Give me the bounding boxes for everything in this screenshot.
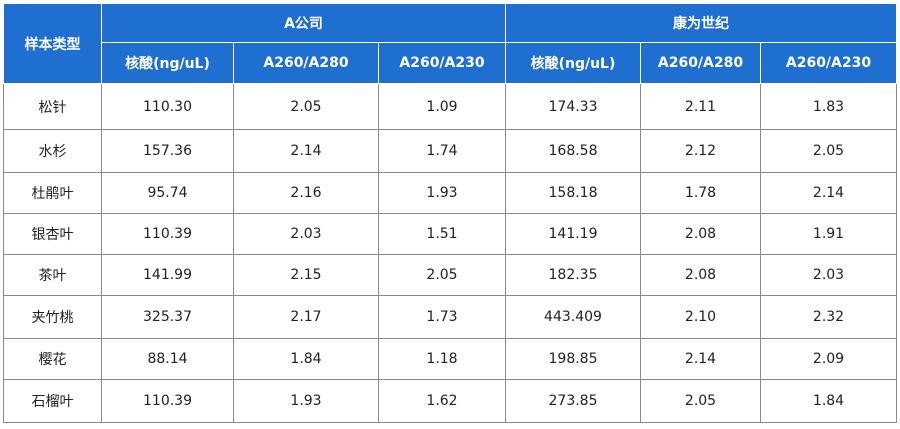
cell-k-nucleic: 198.85 xyxy=(505,338,641,380)
table-row: 夹竹桃 325.37 2.17 1.73 443.409 2.10 2.32 xyxy=(3,295,897,339)
nucleic-acid-comparison-table: 样本类型 A公司 康为世纪 核酸(ng/uL) A260/A280 A260/A… xyxy=(3,3,897,423)
cell-sample: 樱花 xyxy=(3,338,102,380)
cell-sample: 水杉 xyxy=(3,129,102,173)
cell-k-a260-a280: 2.05 xyxy=(640,379,761,423)
cell-a-nucleic: 110.30 xyxy=(101,83,234,130)
cell-sample: 茶叶 xyxy=(3,254,102,296)
cell-k-a260-a280: 2.10 xyxy=(640,295,761,339)
header-col-k-a260-a280: A260/A280 xyxy=(640,42,761,84)
cell-k-a260-a230: 2.03 xyxy=(760,254,897,296)
cell-k-nucleic: 168.58 xyxy=(505,129,641,173)
cell-a-a260-a230: 1.09 xyxy=(378,83,506,130)
table-row: 银杏叶 110.39 2.03 1.51 141.19 2.08 1.91 xyxy=(3,213,897,255)
table-row: 樱花 88.14 1.84 1.18 198.85 2.14 2.09 xyxy=(3,338,897,380)
cell-k-nucleic: 273.85 xyxy=(505,379,641,423)
cell-a-a260-a230: 1.74 xyxy=(378,129,506,173)
cell-a-a260-a280: 2.17 xyxy=(233,295,379,339)
nucleic-acid-comparison-table-container: 样本类型 A公司 康为世纪 核酸(ng/uL) A260/A280 A260/A… xyxy=(3,3,897,423)
cell-k-a260-a230: 1.91 xyxy=(760,213,897,255)
cell-k-a260-a230: 2.32 xyxy=(760,295,897,339)
cell-a-nucleic: 110.39 xyxy=(101,379,234,423)
header-group-kangwei: 康为世纪 xyxy=(505,3,897,43)
cell-k-a260-a230: 1.84 xyxy=(760,379,897,423)
cell-a-a260-a280: 2.14 xyxy=(233,129,379,173)
header-sample-type: 样本类型 xyxy=(3,3,102,84)
cell-k-a260-a280: 2.12 xyxy=(640,129,761,173)
cell-k-nucleic: 174.33 xyxy=(505,83,641,130)
cell-k-a260-a230: 2.09 xyxy=(760,338,897,380)
cell-sample: 银杏叶 xyxy=(3,213,102,255)
cell-a-a260-a230: 1.18 xyxy=(378,338,506,380)
table-row: 石榴叶 110.39 1.93 1.62 273.85 2.05 1.84 xyxy=(3,379,897,423)
table-row: 茶叶 141.99 2.15 2.05 182.35 2.08 2.03 xyxy=(3,254,897,296)
cell-a-nucleic: 141.99 xyxy=(101,254,234,296)
cell-k-a260-a280: 2.08 xyxy=(640,254,761,296)
cell-k-a260-a230: 2.05 xyxy=(760,129,897,173)
cell-k-a260-a230: 1.83 xyxy=(760,83,897,130)
header-col-k-nucleic: 核酸(ng/uL) xyxy=(505,42,641,84)
cell-a-a260-a280: 2.03 xyxy=(233,213,379,255)
cell-a-a260-a280: 1.84 xyxy=(233,338,379,380)
cell-a-a260-a280: 2.15 xyxy=(233,254,379,296)
cell-k-nucleic: 158.18 xyxy=(505,172,641,214)
cell-k-a260-a230: 2.14 xyxy=(760,172,897,214)
cell-a-nucleic: 95.74 xyxy=(101,172,234,214)
cell-k-nucleic: 141.19 xyxy=(505,213,641,255)
header-col-a-a260-a280: A260/A280 xyxy=(233,42,379,84)
cell-a-nucleic: 110.39 xyxy=(101,213,234,255)
header-row-columns: 核酸(ng/uL) A260/A280 A260/A230 核酸(ng/uL) … xyxy=(4,42,897,84)
header-group-a-company: A公司 xyxy=(101,3,506,43)
header-col-a-nucleic: 核酸(ng/uL) xyxy=(101,42,234,84)
cell-a-a260-a280: 2.05 xyxy=(233,83,379,130)
cell-a-a260-a280: 2.16 xyxy=(233,172,379,214)
cell-a-a260-a230: 1.73 xyxy=(378,295,506,339)
cell-k-a260-a280: 2.14 xyxy=(640,338,761,380)
cell-a-nucleic: 88.14 xyxy=(101,338,234,380)
cell-a-nucleic: 325.37 xyxy=(101,295,234,339)
cell-k-a260-a280: 2.08 xyxy=(640,213,761,255)
cell-a-a260-a230: 1.51 xyxy=(378,213,506,255)
header-col-a-a260-a230: A260/A230 xyxy=(378,42,506,84)
cell-sample: 杜鹃叶 xyxy=(3,172,102,214)
cell-sample: 石榴叶 xyxy=(3,379,102,423)
cell-sample: 松针 xyxy=(3,83,102,130)
cell-k-a260-a280: 2.11 xyxy=(640,83,761,130)
cell-a-a260-a230: 1.62 xyxy=(378,379,506,423)
cell-sample: 夹竹桃 xyxy=(3,295,102,339)
header-col-k-a260-a230: A260/A230 xyxy=(760,42,897,84)
header-row-groups: 样本类型 A公司 康为世纪 xyxy=(3,3,897,84)
table-row: 杜鹃叶 95.74 2.16 1.93 158.18 1.78 2.14 xyxy=(3,172,897,214)
cell-a-a260-a230: 2.05 xyxy=(378,254,506,296)
table-row: 水杉 157.36 2.14 1.74 168.58 2.12 2.05 xyxy=(3,129,897,173)
cell-k-nucleic: 443.409 xyxy=(505,295,641,339)
cell-k-nucleic: 182.35 xyxy=(505,254,641,296)
cell-a-a260-a230: 1.93 xyxy=(378,172,506,214)
cell-a-nucleic: 157.36 xyxy=(101,129,234,173)
table-row: 松针 110.30 2.05 1.09 174.33 2.11 1.83 xyxy=(3,83,897,130)
cell-k-a260-a280: 1.78 xyxy=(640,172,761,214)
cell-a-a260-a280: 1.93 xyxy=(233,379,379,423)
